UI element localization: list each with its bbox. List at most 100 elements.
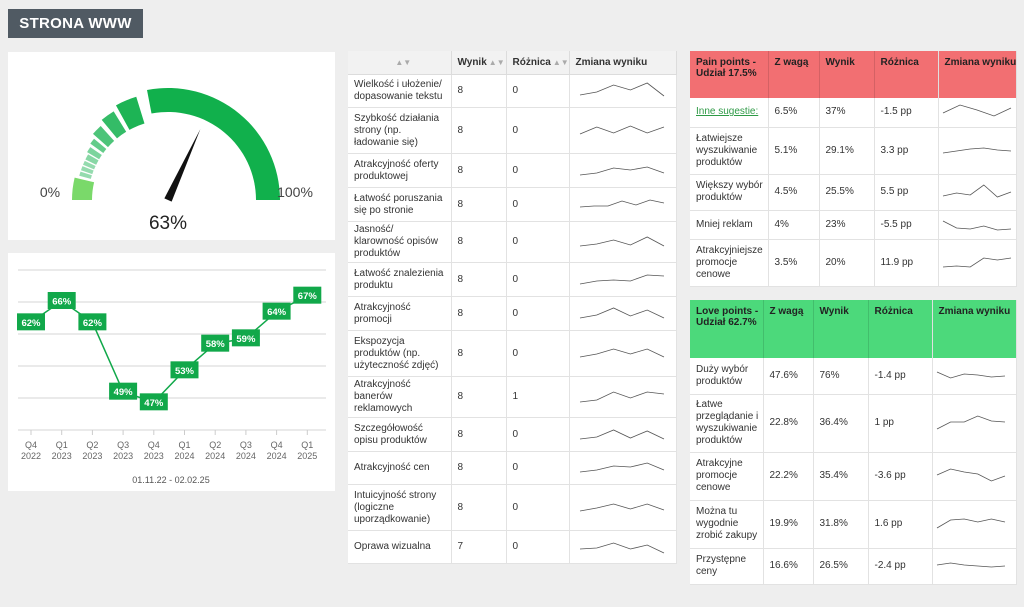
table-row: Duży wybór produktów 47.6% 76% -1.4 pp: [690, 358, 1017, 395]
score-wynik-cell-text: 8: [457, 164, 464, 176]
x-tick-label-year: 2024: [236, 451, 256, 461]
sparkline-path: [579, 462, 664, 473]
sparkline-path: [942, 257, 1011, 267]
score-name-cell: Atrakcyjność promocji: [348, 296, 452, 331]
pain-zwaga-cell-text: 6.5%: [774, 106, 798, 118]
data-label: 59%: [236, 334, 256, 345]
sparkline: [936, 468, 1005, 482]
data-label: 58%: [206, 339, 226, 350]
col-header-roznica[interactable]: Różnica ▲▼: [506, 51, 570, 75]
col-header-name[interactable]: ▲▼: [348, 51, 452, 75]
data-label-box: [139, 393, 168, 411]
sparkline-path: [942, 184, 1011, 198]
x-tick-label-year: 2023: [113, 451, 133, 461]
score-name-cell-text: Oprawa wizualna: [354, 541, 431, 552]
data-label-box: [262, 302, 291, 320]
love-wynik-cell-text: 76%: [819, 369, 840, 381]
sparkline: [942, 184, 1011, 198]
sparkline: [579, 429, 664, 439]
score-name-cell: Atrakcyjność banerów reklamowych: [348, 376, 452, 418]
pain-zwaga-cell: 5.1%: [768, 127, 820, 175]
love-zwaga-cell-text: 19.9%: [769, 518, 798, 529]
score-wynik-cell: 8: [451, 330, 507, 377]
sparkline: [579, 166, 664, 175]
data-label: 64%: [267, 307, 287, 318]
x-tick-label-quarter: Q1: [178, 440, 190, 450]
love-trend-cell: [932, 394, 1017, 453]
sparkline: [942, 104, 1011, 117]
header-label: Różnica: [874, 306, 913, 317]
love-header-wynik[interactable]: Wynik: [813, 300, 869, 358]
pain-name-cell-text[interactable]: Inne sugestie:: [696, 106, 759, 118]
score-name-cell-text: Jasność/ klarowność opisów produktów: [354, 224, 438, 259]
love-header-title[interactable]: Love points - Udział 62.7%: [690, 300, 764, 358]
score-trend-cell: [569, 296, 677, 331]
pain-header-roznica[interactable]: Różnica: [874, 51, 939, 98]
gauge-segment: [85, 154, 99, 165]
col-header-wynik[interactable]: Wynik ▲▼: [451, 51, 507, 75]
trend-line-chart: 01.11.22 - 02.02.25 Q42022Q12023Q22023Q3…: [17, 269, 326, 485]
sparkline-path: [579, 236, 664, 247]
score-name-cell-text: Łatwość poruszania się po stronie: [354, 192, 443, 216]
love-name-cell-text: Duży wybór produktów: [696, 363, 749, 387]
table-row: Łatwe przeglądanie i wyszukiwanie produk…: [690, 394, 1017, 453]
love-wynik-cell: 31.8%: [813, 500, 869, 549]
trend-chart-card: 01.11.22 - 02.02.25 Q4 2022 Q1 2023 Q2 2023 Q3…: [8, 253, 335, 491]
pain-header-zmiana[interactable]: Zmiana wyniku: [938, 51, 1017, 98]
love-name-cell: Można tu wygodnie zrobić zakupy: [690, 500, 764, 549]
col-header-zmiana[interactable]: Zmiana wyniku: [569, 51, 677, 75]
x-tick-label-quarter: Q1: [301, 440, 313, 450]
table-row: Inne sugestie: 6.5% 37% -1.5 pp: [690, 98, 1017, 128]
pain-wynik-cell: 29.1%: [819, 127, 875, 175]
pain-wynik-cell-text: 25.5%: [825, 186, 854, 197]
sparkline: [579, 503, 664, 511]
sort-icon[interactable]: ▲▼: [488, 58, 505, 67]
score-wynik-cell: 8: [451, 296, 507, 331]
score-wynik-cell-text: 8: [457, 124, 464, 136]
score-name-cell-text: Atrakcyjność cen: [354, 462, 430, 473]
sparkline-path: [579, 542, 664, 554]
sort-icon[interactable]: ▲▼: [552, 58, 569, 67]
score-trend-cell: [569, 330, 677, 377]
score-wynik-cell-text: 8: [457, 391, 464, 402]
love-roznica-cell-text: 1 pp: [874, 417, 894, 428]
data-label: 62%: [83, 318, 103, 329]
love-trend-cell: [932, 548, 1017, 585]
header-label: Zmiana wyniku: [944, 57, 1016, 68]
pain-header-zwaga[interactable]: Z wagą: [768, 51, 820, 98]
pain-header-wynik[interactable]: Wynik: [819, 51, 875, 98]
love-header-zmiana[interactable]: Zmiana wyniku: [932, 300, 1017, 358]
score-roznica-cell: 0: [506, 417, 570, 452]
love-wynik-cell: 76%: [813, 358, 869, 395]
score-wynik-cell: 8: [451, 74, 507, 108]
score-name-cell: Łatwość znalezienia produktu: [348, 262, 452, 297]
love-trend-cell: [932, 500, 1017, 549]
score-wynik-cell: 8: [451, 262, 507, 297]
love-name-cell: Duży wybór produktów: [690, 358, 764, 395]
score-name-cell: Wielkość i ułożenie/ dopasowanie tekstu: [348, 74, 452, 108]
pain-header-title[interactable]: Pain points - Udział 17.5%: [690, 51, 769, 98]
table-row: Łatwość poruszania się po stronie 8 0: [348, 187, 677, 222]
love-zwaga-cell-text: 47.6%: [769, 369, 798, 381]
score-wynik-cell: 7: [451, 530, 507, 564]
x-tick-label-quarter: Q2: [209, 440, 221, 450]
sparkline-path: [942, 220, 1011, 230]
score-name-cell-text: Atrakcyjność banerów reklamowych: [354, 379, 413, 414]
love-wynik-cell: 36.4%: [813, 394, 869, 453]
score-roznica-cell: 0: [506, 530, 570, 564]
sort-icon[interactable]: ▲▼: [395, 58, 412, 67]
score-roznica-cell: 0: [506, 74, 570, 108]
score-name-cell: Intuicyjność strony (logiczne uporządkow…: [348, 484, 452, 531]
love-header-zwaga[interactable]: Z wagą: [763, 300, 814, 358]
score-name-cell: Ekspozycja produktów (np. użyteczność zd…: [348, 330, 452, 377]
table-row: Jasność/ klarowność opisów produktów 8 0: [348, 221, 677, 263]
pain-wynik-cell-text: 20%: [825, 256, 846, 268]
love-points-table: Love points - Udział 62.7% Z wagą Wynik …: [690, 300, 1017, 585]
score-wynik-cell: 8: [451, 417, 507, 452]
header-label: Love points - Udział 62.7%: [696, 306, 759, 328]
love-header-roznica[interactable]: Różnica: [868, 300, 933, 358]
love-roznica-cell: -1.4 pp: [868, 358, 933, 395]
x-tick-label-quarter: Q4: [148, 440, 160, 450]
score-roznica-cell-text: 1: [512, 391, 519, 402]
score-roznica-cell-text: 0: [512, 198, 519, 210]
